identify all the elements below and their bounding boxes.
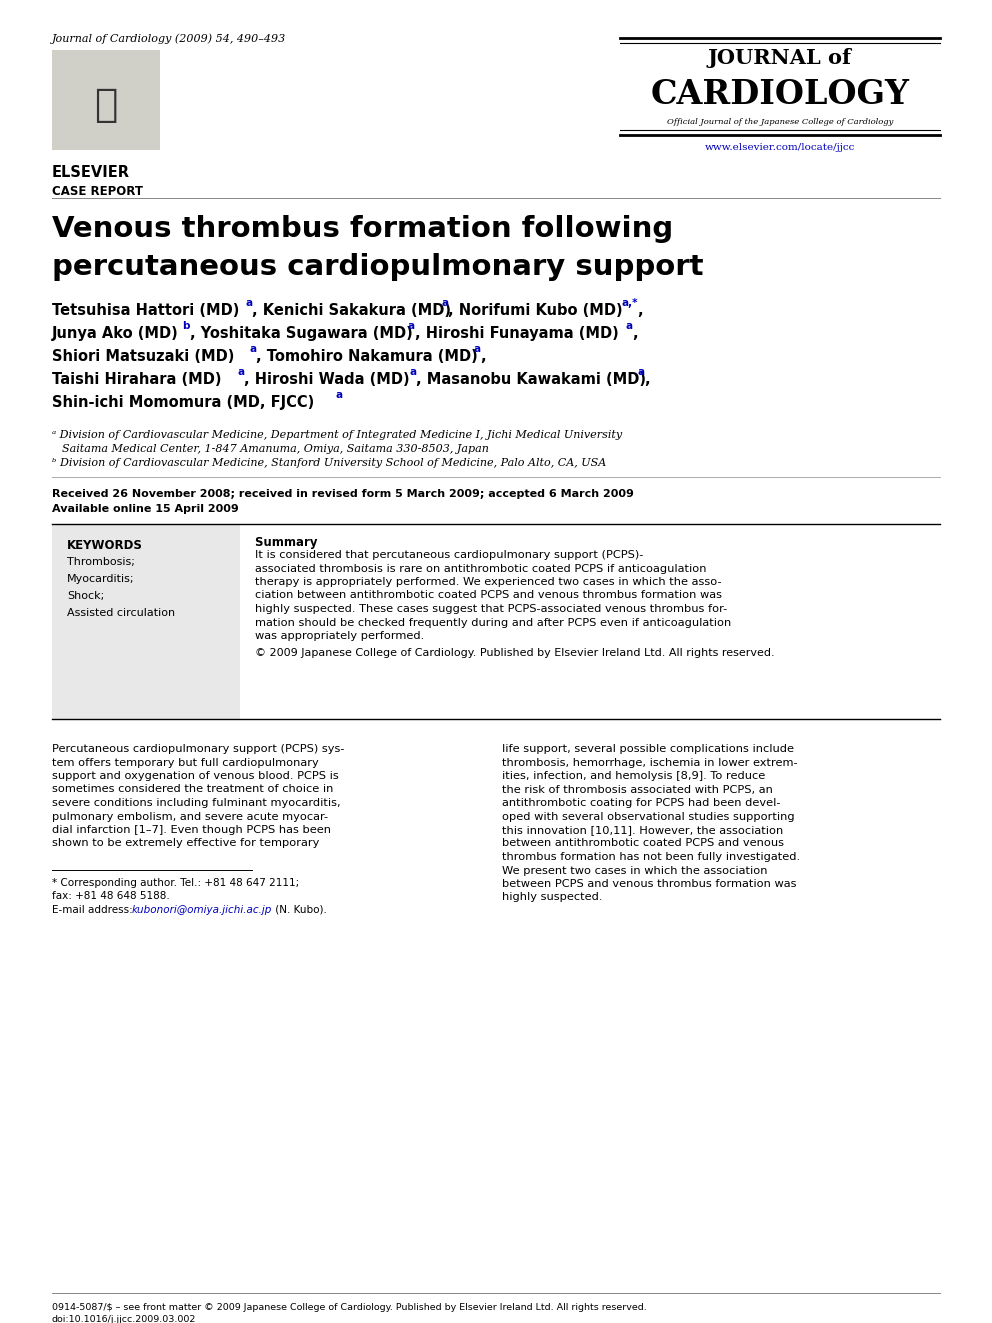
Text: a: a <box>335 390 342 400</box>
Text: www.elsevier.com/locate/jjcc: www.elsevier.com/locate/jjcc <box>704 143 855 152</box>
Text: a: a <box>245 298 252 308</box>
Text: CASE REPORT: CASE REPORT <box>52 185 143 198</box>
Text: fax: +81 48 648 5188.: fax: +81 48 648 5188. <box>52 890 170 901</box>
Text: a: a <box>237 366 244 377</box>
Text: Venous thrombus formation following: Venous thrombus formation following <box>52 216 674 243</box>
Text: the risk of thrombosis associated with PCPS, an: the risk of thrombosis associated with P… <box>502 785 773 795</box>
Text: kubonori@omiya.jichi.ac.jp: kubonori@omiya.jichi.ac.jp <box>132 905 273 916</box>
Text: antithrombotic coating for PCPS had been devel-: antithrombotic coating for PCPS had been… <box>502 798 781 808</box>
Text: associated thrombosis is rare on antithrombotic coated PCPS if anticoagulation: associated thrombosis is rare on antithr… <box>255 564 706 573</box>
Text: CARDIOLOGY: CARDIOLOGY <box>651 78 910 111</box>
Text: KEYWORDS: KEYWORDS <box>67 538 143 552</box>
Text: It is considered that percutaneous cardiopulmonary support (PCPS)-: It is considered that percutaneous cardi… <box>255 550 644 560</box>
Text: a: a <box>249 344 256 355</box>
Text: Shock;: Shock; <box>67 591 104 601</box>
Text: ,: , <box>637 303 643 318</box>
Text: Available online 15 April 2009: Available online 15 April 2009 <box>52 504 239 515</box>
Text: ,: , <box>644 372 650 388</box>
Text: , Hiroshi Funayama (MD): , Hiroshi Funayama (MD) <box>415 325 619 341</box>
Text: © 2009 Japanese College of Cardiology. Published by Elsevier Ireland Ltd. All ri: © 2009 Japanese College of Cardiology. P… <box>255 647 775 658</box>
Text: thrombosis, hemorrhage, ischemia in lower extrem-: thrombosis, hemorrhage, ischemia in lowe… <box>502 758 798 767</box>
Text: 🌳: 🌳 <box>94 86 118 124</box>
Text: Journal of Cardiology (2009) 54, 490–493: Journal of Cardiology (2009) 54, 490–493 <box>52 33 287 44</box>
Text: ities, infection, and hemolysis [8,9]. To reduce: ities, infection, and hemolysis [8,9]. T… <box>502 771 765 781</box>
Text: between PCPS and venous thrombus formation was: between PCPS and venous thrombus formati… <box>502 878 797 889</box>
Text: Tetsuhisa Hattori (MD): Tetsuhisa Hattori (MD) <box>52 303 239 318</box>
Text: ELSEVIER: ELSEVIER <box>52 165 130 180</box>
Text: ᵇ Division of Cardiovascular Medicine, Stanford University School of Medicine, P: ᵇ Division of Cardiovascular Medicine, S… <box>52 458 606 468</box>
FancyBboxPatch shape <box>52 524 240 718</box>
Text: was appropriately performed.: was appropriately performed. <box>255 631 425 642</box>
Text: Thrombosis;: Thrombosis; <box>67 557 135 568</box>
Text: a: a <box>637 366 644 377</box>
Text: severe conditions including fulminant myocarditis,: severe conditions including fulminant my… <box>52 798 340 808</box>
Text: a: a <box>441 298 448 308</box>
Text: , Yoshitaka Sugawara (MD): , Yoshitaka Sugawara (MD) <box>190 325 413 341</box>
Text: Junya Ako (MD): Junya Ako (MD) <box>52 325 179 341</box>
Text: percutaneous cardiopulmonary support: percutaneous cardiopulmonary support <box>52 253 703 280</box>
Text: support and oxygenation of venous blood. PCPS is: support and oxygenation of venous blood.… <box>52 771 338 781</box>
Text: , Kenichi Sakakura (MD): , Kenichi Sakakura (MD) <box>252 303 451 318</box>
Text: ,: , <box>480 349 486 364</box>
Text: this innovation [10,11]. However, the association: this innovation [10,11]. However, the as… <box>502 826 784 835</box>
Text: Taishi Hirahara (MD): Taishi Hirahara (MD) <box>52 372 221 388</box>
Text: ciation between antithrombotic coated PCPS and venous thrombus formation was: ciation between antithrombotic coated PC… <box>255 590 722 601</box>
Text: JOURNAL of: JOURNAL of <box>708 48 852 67</box>
Text: a: a <box>409 366 416 377</box>
Text: thrombus formation has not been fully investigated.: thrombus formation has not been fully in… <box>502 852 801 863</box>
Text: Official Journal of the Japanese College of Cardiology: Official Journal of the Japanese College… <box>667 118 893 126</box>
Text: We present two cases in which the association: We present two cases in which the associ… <box>502 865 768 876</box>
Text: a: a <box>473 344 480 355</box>
Text: a: a <box>408 321 415 331</box>
Text: Shiori Matsuzaki (MD): Shiori Matsuzaki (MD) <box>52 349 234 364</box>
Text: shown to be extremely effective for temporary: shown to be extremely effective for temp… <box>52 839 319 848</box>
Text: , Norifumi Kubo (MD): , Norifumi Kubo (MD) <box>448 303 623 318</box>
FancyBboxPatch shape <box>52 50 160 149</box>
Text: highly suspected.: highly suspected. <box>502 893 602 902</box>
Text: Saitama Medical Center, 1-847 Amanuma, Omiya, Saitama 330-8503, Japan: Saitama Medical Center, 1-847 Amanuma, O… <box>62 445 489 454</box>
Text: sometimes considered the treatment of choice in: sometimes considered the treatment of ch… <box>52 785 333 795</box>
Text: Percutaneous cardiopulmonary support (PCPS) sys-: Percutaneous cardiopulmonary support (PC… <box>52 744 344 754</box>
Text: ,: , <box>632 325 638 341</box>
Text: oped with several observational studies supporting: oped with several observational studies … <box>502 811 795 822</box>
Text: tem offers temporary but full cardiopulmonary: tem offers temporary but full cardiopulm… <box>52 758 318 767</box>
Text: highly suspected. These cases suggest that PCPS-associated venous thrombus for-: highly suspected. These cases suggest th… <box>255 605 727 614</box>
Text: , Tomohiro Nakamura (MD): , Tomohiro Nakamura (MD) <box>256 349 478 364</box>
Text: pulmonary embolism, and severe acute myocar-: pulmonary embolism, and severe acute myo… <box>52 811 328 822</box>
Text: dial infarction [1–7]. Even though PCPS has been: dial infarction [1–7]. Even though PCPS … <box>52 826 331 835</box>
Text: Myocarditis;: Myocarditis; <box>67 574 135 583</box>
Text: a: a <box>625 321 632 331</box>
Text: b: b <box>182 321 189 331</box>
Text: doi:10.1016/j.jjcc.2009.03.002: doi:10.1016/j.jjcc.2009.03.002 <box>52 1315 196 1323</box>
Text: ᵃ Division of Cardiovascular Medicine, Department of Integrated Medicine I, Jich: ᵃ Division of Cardiovascular Medicine, D… <box>52 430 622 441</box>
Text: , Masanobu Kawakami (MD): , Masanobu Kawakami (MD) <box>416 372 646 388</box>
Text: therapy is appropriately performed. We experienced two cases in which the asso-: therapy is appropriately performed. We e… <box>255 577 721 587</box>
Text: Summary: Summary <box>255 536 334 549</box>
Text: Received 26 November 2008; received in revised form 5 March 2009; accepted 6 Mar: Received 26 November 2008; received in r… <box>52 490 634 499</box>
Text: Shin-ichi Momomura (MD, FJCC): Shin-ichi Momomura (MD, FJCC) <box>52 396 314 410</box>
Text: between antithrombotic coated PCPS and venous: between antithrombotic coated PCPS and v… <box>502 839 784 848</box>
Text: a,*: a,* <box>622 298 639 308</box>
Text: , Hiroshi Wada (MD): , Hiroshi Wada (MD) <box>244 372 410 388</box>
Text: (N. Kubo).: (N. Kubo). <box>272 905 327 916</box>
Text: 0914-5087/$ – see front matter © 2009 Japanese College of Cardiology. Published : 0914-5087/$ – see front matter © 2009 Ja… <box>52 1303 647 1312</box>
Text: mation should be checked frequently during and after PCPS even if anticoagulatio: mation should be checked frequently duri… <box>255 618 731 627</box>
Text: life support, several possible complications include: life support, several possible complicat… <box>502 744 794 754</box>
Text: * Corresponding author. Tel.: +81 48 647 2111;: * Corresponding author. Tel.: +81 48 647… <box>52 878 300 888</box>
Text: E-mail address:: E-mail address: <box>52 905 136 916</box>
Text: Assisted circulation: Assisted circulation <box>67 609 176 618</box>
